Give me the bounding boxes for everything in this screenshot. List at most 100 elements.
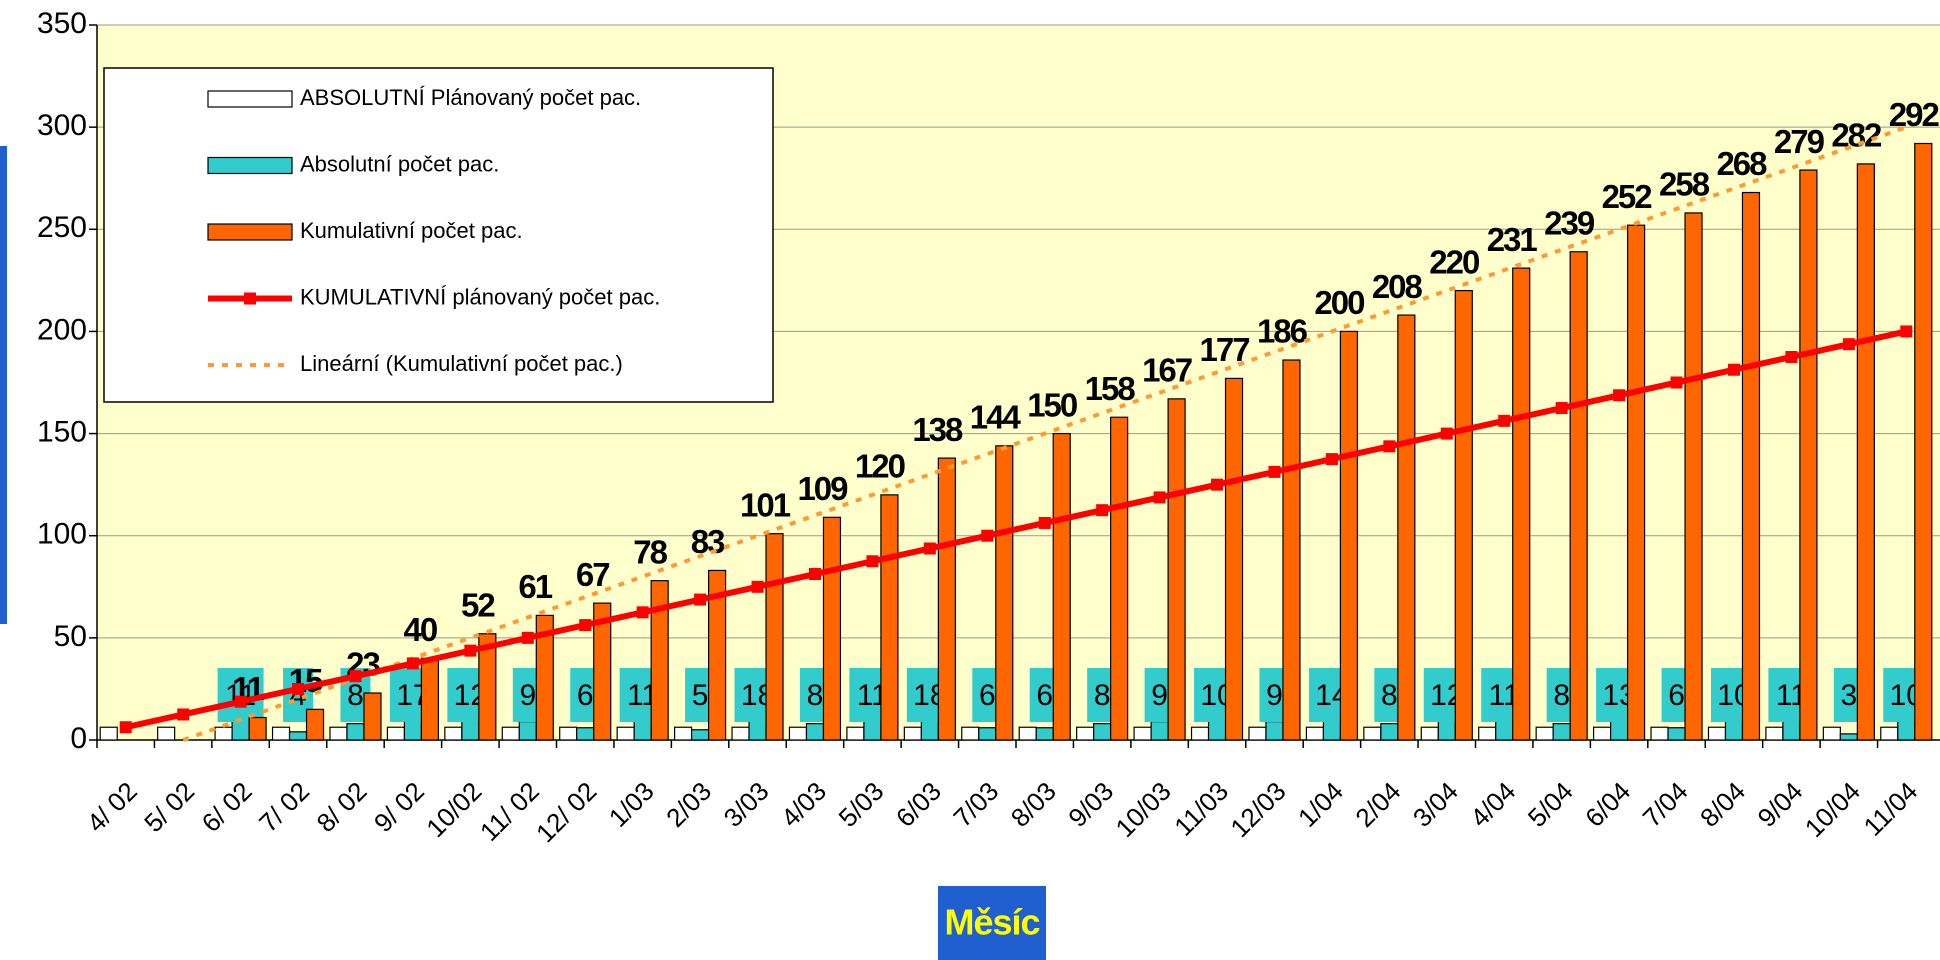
line-marker bbox=[808, 568, 821, 581]
data-label: 5 bbox=[692, 679, 709, 712]
bar bbox=[593, 602, 612, 741]
bar bbox=[788, 726, 808, 741]
bar bbox=[1626, 224, 1646, 741]
x-tick-label: 8/04 bbox=[1694, 776, 1751, 833]
bar bbox=[1093, 723, 1112, 741]
bar bbox=[1569, 251, 1588, 741]
line-marker bbox=[1613, 389, 1626, 402]
data-label: 40 bbox=[404, 611, 437, 648]
x-tick-label: 6/ 02 bbox=[196, 776, 258, 838]
line-marker bbox=[234, 695, 247, 708]
bar bbox=[1133, 726, 1152, 741]
line-marker bbox=[1268, 465, 1281, 478]
x-tick-label: 5/ 02 bbox=[138, 776, 200, 838]
bar bbox=[1592, 726, 1612, 741]
bar bbox=[559, 726, 578, 741]
bar bbox=[1305, 726, 1325, 741]
line-marker bbox=[349, 670, 362, 683]
bar bbox=[1339, 330, 1359, 741]
data-label: 109 bbox=[797, 470, 848, 507]
bar bbox=[1363, 726, 1382, 741]
line-marker bbox=[1727, 363, 1740, 376]
line bbox=[125, 328, 1907, 731]
data-label: 120 bbox=[855, 448, 905, 485]
legend-swatch bbox=[244, 292, 256, 305]
line-marker bbox=[1038, 516, 1051, 529]
bar bbox=[248, 716, 267, 741]
data-label: 78 bbox=[633, 533, 667, 570]
data-label: 186 bbox=[1257, 313, 1308, 350]
line-marker bbox=[923, 542, 936, 555]
data-label: 231 bbox=[1487, 221, 1538, 258]
line-marker bbox=[1153, 491, 1166, 504]
bar bbox=[1880, 726, 1899, 741]
bar bbox=[1552, 723, 1571, 741]
data-label: 6 bbox=[1668, 679, 1685, 712]
bar bbox=[271, 726, 291, 741]
x-tick-label: 8/03 bbox=[1005, 776, 1062, 833]
bar bbox=[1650, 726, 1669, 741]
line-marker bbox=[981, 529, 994, 542]
y-tick-label: 350 bbox=[37, 7, 87, 40]
line-marker bbox=[406, 657, 419, 670]
line-marker bbox=[579, 619, 592, 632]
bar bbox=[731, 726, 750, 741]
bar bbox=[1150, 721, 1169, 741]
bar bbox=[329, 726, 348, 741]
bar bbox=[1822, 726, 1841, 741]
legend-label: Lineární (Kumulativní počet pac.) bbox=[300, 351, 623, 376]
y-tick-label: 50 bbox=[54, 620, 87, 653]
bar bbox=[288, 731, 308, 741]
bar bbox=[1248, 726, 1267, 741]
bar bbox=[1741, 191, 1761, 741]
bar bbox=[157, 726, 176, 741]
data-label: 9 bbox=[1266, 679, 1283, 712]
bar bbox=[1856, 163, 1875, 741]
x-tick-label: 11/03 bbox=[1168, 776, 1234, 842]
line-marker bbox=[866, 555, 879, 568]
y-tick-label: 200 bbox=[37, 313, 87, 346]
data-label: 150 bbox=[1027, 386, 1077, 423]
x-tick-label: 5/04 bbox=[1522, 776, 1579, 833]
data-label: 6 bbox=[1036, 679, 1053, 712]
y-tick-label: 250 bbox=[37, 211, 87, 244]
bar bbox=[673, 726, 693, 741]
data-label: 258 bbox=[1659, 166, 1710, 203]
x-tick-label: 9/ 02 bbox=[368, 776, 430, 838]
data-label: 252 bbox=[1602, 178, 1653, 215]
bar bbox=[1914, 142, 1933, 741]
data-label: 101 bbox=[740, 486, 791, 523]
data-label: 279 bbox=[1774, 123, 1825, 160]
data-label: 83 bbox=[691, 523, 725, 560]
line-marker bbox=[1670, 376, 1683, 389]
bar bbox=[1724, 718, 1744, 741]
bar bbox=[937, 457, 956, 741]
bar bbox=[1224, 377, 1244, 741]
x-tick-label: 10/04 bbox=[1799, 776, 1866, 843]
bar bbox=[576, 727, 595, 741]
bar bbox=[346, 723, 365, 741]
data-label: 6 bbox=[577, 679, 594, 712]
bar bbox=[1035, 727, 1054, 741]
bar bbox=[535, 614, 554, 741]
legend-swatch bbox=[207, 223, 293, 241]
data-label: 138 bbox=[912, 411, 963, 448]
x-tick-label: 1/03 bbox=[603, 776, 660, 833]
legend-label: KUMULATIVNÍ plánovaný počet pac. bbox=[300, 284, 660, 309]
bar bbox=[690, 729, 710, 741]
bar bbox=[386, 726, 406, 741]
x-tick-label: 3/03 bbox=[718, 776, 775, 833]
x-tick-label: 6/04 bbox=[1579, 776, 1636, 833]
y-tick-label: 0 bbox=[70, 722, 87, 755]
bar bbox=[616, 726, 635, 741]
line-marker bbox=[1211, 478, 1224, 491]
line-marker bbox=[1842, 338, 1855, 351]
x-tick-label: 11/04 bbox=[1858, 776, 1924, 842]
line-marker bbox=[177, 708, 190, 721]
data-label: 52 bbox=[461, 586, 495, 623]
bar bbox=[846, 726, 865, 741]
data-label: 9 bbox=[519, 679, 536, 712]
line-marker bbox=[1440, 427, 1453, 440]
bar bbox=[1765, 726, 1784, 741]
